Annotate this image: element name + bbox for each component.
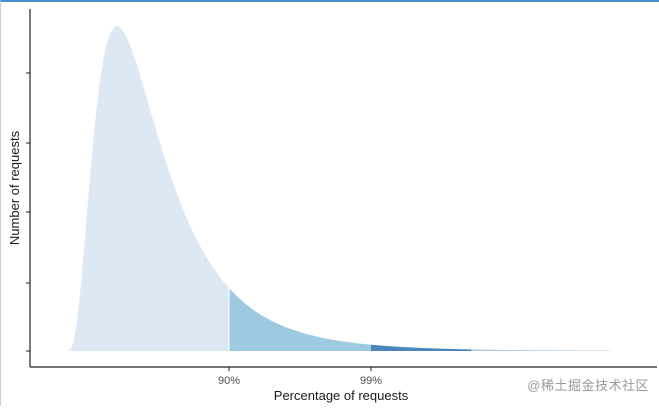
x-tick-label: 90% (218, 375, 240, 387)
region-below-90 (63, 26, 229, 351)
density-fill-group (63, 26, 613, 351)
labels-group: Percentage of requests Number of request… (7, 130, 409, 403)
axes-group: 90% 99% (26, 9, 657, 387)
region-above-999 (471, 349, 613, 351)
region-90-to-99 (229, 287, 371, 351)
watermark: @稀土掘金技术社区 (527, 378, 649, 393)
region-99-to-999 (371, 344, 471, 351)
x-tick-label: 99% (360, 375, 382, 387)
x-axis-title: Percentage of requests (274, 388, 409, 403)
y-axis-title: Number of requests (7, 130, 22, 245)
